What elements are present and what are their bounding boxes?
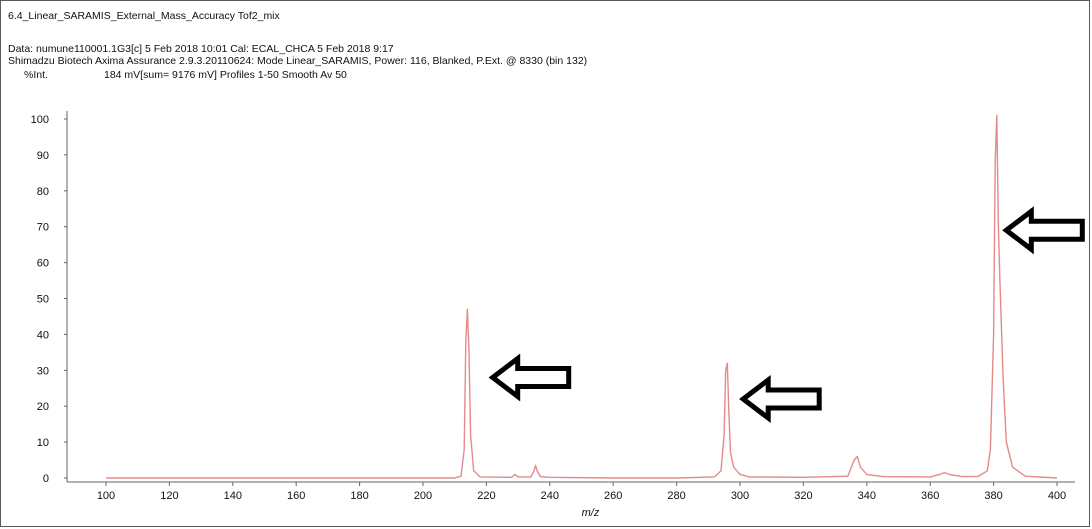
x-tick-label: 320 bbox=[794, 490, 812, 502]
y-tick-label: 50 bbox=[37, 294, 49, 306]
x-tick-label: 160 bbox=[287, 490, 305, 502]
instrument-info-line: Shimadzu Biotech Axima Assurance 2.9.3.2… bbox=[8, 55, 588, 67]
y-axis-label: %Int. bbox=[24, 69, 48, 81]
profile-info-line: 184 mV[sum= 9176 mV] Profiles 1-50 Smoot… bbox=[104, 69, 347, 81]
y-tick-label: 20 bbox=[37, 401, 49, 413]
x-tick-label: 360 bbox=[921, 490, 939, 502]
y-tick-label: 90 bbox=[37, 150, 49, 162]
y-tick-label: 40 bbox=[37, 329, 49, 341]
window-title: 6.4_Linear_SARAMIS_External_Mass_Accurac… bbox=[8, 10, 280, 22]
y-tick-label: 10 bbox=[37, 437, 49, 449]
left-arrow-icon bbox=[1002, 206, 1085, 255]
y-tick-label: 70 bbox=[37, 222, 49, 234]
x-tick-label: 280 bbox=[667, 490, 685, 502]
x-tick-label: 100 bbox=[97, 490, 115, 502]
y-tick-label: 100 bbox=[31, 114, 49, 126]
x-tick-label: 200 bbox=[414, 490, 432, 502]
left-arrow-icon bbox=[739, 374, 822, 424]
x-tick-label: 380 bbox=[984, 490, 1002, 502]
x-tick-label: 340 bbox=[858, 490, 876, 502]
y-tick-label: 60 bbox=[37, 258, 49, 270]
y-tick-label: 80 bbox=[37, 186, 49, 198]
left-arrow-icon bbox=[488, 353, 572, 402]
x-tick-label: 120 bbox=[160, 490, 178, 502]
x-tick-label: 400 bbox=[1048, 490, 1066, 502]
x-tick-label: 240 bbox=[541, 490, 559, 502]
x-tick-label: 220 bbox=[477, 490, 495, 502]
spectrum-series-line bbox=[106, 114, 1058, 479]
y-tick-label: 30 bbox=[37, 365, 49, 377]
x-tick-label: 300 bbox=[731, 490, 749, 502]
x-axis-label: m/z bbox=[582, 507, 600, 519]
data-info-line: Data: numune110001.1G3[c] 5 Feb 2018 10:… bbox=[8, 43, 394, 55]
x-tick-label: 260 bbox=[604, 490, 622, 502]
x-tick-label: 180 bbox=[350, 490, 368, 502]
y-tick-label: 0 bbox=[43, 473, 49, 485]
x-tick-label: 140 bbox=[224, 490, 242, 502]
